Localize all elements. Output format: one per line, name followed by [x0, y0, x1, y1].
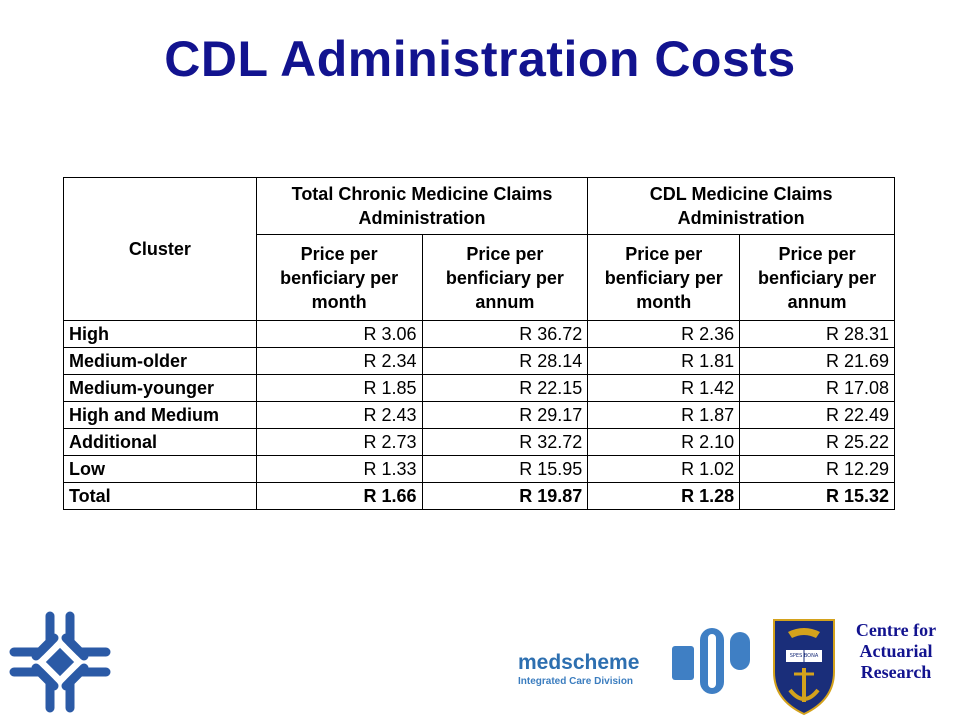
table-cell: R 17.08 — [739, 374, 895, 402]
table-cell: R 1.02 — [587, 455, 741, 483]
subheader-total-annum: Price per benficiary per annum — [421, 234, 589, 321]
table-cell: R 28.14 — [421, 347, 589, 375]
table-cell: R 2.73 — [255, 428, 423, 456]
table-cell: R 2.36 — [587, 320, 741, 348]
subheader-cdl-month: Price per benficiary per month — [587, 234, 741, 321]
table-header-row: Cluster Total Chronic Medicine Claims Ad… — [63, 177, 895, 321]
group-header-cdl: CDL Medicine Claims Administration — [587, 177, 895, 235]
table-cell: R 21.69 — [739, 347, 895, 375]
costs-table: Cluster Total Chronic Medicine Claims Ad… — [63, 177, 895, 510]
car-line-1: Centre for — [855, 620, 937, 640]
table-row: High and Medium R 2.43 R 29.17 R 1.87 R … — [63, 401, 895, 429]
row-label: High — [63, 320, 257, 348]
row-label: Additional — [63, 428, 257, 456]
table-cell: R 1.33 — [255, 455, 423, 483]
university-crest-icon: SPES BONA — [770, 616, 838, 721]
table-cell: R 29.17 — [421, 401, 589, 429]
table-cell: R 15.32 — [739, 482, 895, 510]
page-title: CDL Administration Costs — [164, 31, 796, 87]
table-row: Medium-younger R 1.85 R 22.15 R 1.42 R 1… — [63, 374, 895, 402]
table-cell: R 3.06 — [255, 320, 423, 348]
table-row: Low R 1.33 R 15.95 R 1.02 R 12.29 — [63, 455, 895, 483]
table-cell: R 32.72 — [421, 428, 589, 456]
row-label: Medium-older — [63, 347, 257, 375]
table-cell: R 2.34 — [255, 347, 423, 375]
row-label: Medium-younger — [63, 374, 257, 402]
table-cell: R 2.43 — [255, 401, 423, 429]
table-cell: R 25.22 — [739, 428, 895, 456]
table-cell: R 36.72 — [421, 320, 589, 348]
table-cell: R 1.42 — [587, 374, 741, 402]
row-label: High and Medium — [63, 401, 257, 429]
table-cell: R 1.66 — [255, 482, 423, 510]
car-line-3: Research — [860, 662, 932, 682]
car-line-2: Actuarial — [859, 641, 933, 661]
table-subheader-row: Price per benficiary per month Price per… — [64, 234, 895, 321]
table-cell: R 28.31 — [739, 320, 895, 348]
table-cell: R 12.29 — [739, 455, 895, 483]
medscheme-logo: medscheme Integrated Care Division — [518, 652, 639, 688]
table-cell: R 1.87 — [587, 401, 741, 429]
table-cell: R 22.15 — [421, 374, 589, 402]
table-cell: R 15.95 — [421, 455, 589, 483]
table-cell: R 2.10 — [587, 428, 741, 456]
medscheme-name: medscheme — [518, 651, 640, 674]
table-row: Additional R 2.73 R 32.72 R 2.10 R 25.22 — [63, 428, 895, 456]
centre-actuarial-research-label: Centre for Actuarial Research — [840, 620, 952, 683]
subheader-total-month: Price per benficiary per month — [255, 234, 423, 321]
subheader-cdl-annum: Price per benficiary per annum — [739, 234, 895, 321]
table-cell: R 19.87 — [421, 482, 589, 510]
cross-knot-logo-icon — [6, 608, 114, 721]
table-row-total: Total R 1.66 R 19.87 R 1.28 R 15.32 — [63, 482, 895, 510]
table-cell: R 1.28 — [587, 482, 741, 510]
table-cell: R 1.81 — [587, 347, 741, 375]
crest-motto: SPES BONA — [789, 653, 819, 659]
row-label: Low — [63, 455, 257, 483]
medscheme-subtitle: Integrated Care Division — [518, 676, 634, 687]
table-row: High R 3.06 R 36.72 R 2.36 R 28.31 — [63, 320, 895, 348]
medscheme-symbol-icon — [672, 624, 752, 701]
group-header-total: Total Chronic Medicine Claims Administra… — [255, 177, 589, 235]
table-cell: R 1.85 — [255, 374, 423, 402]
table-cell: R 22.49 — [739, 401, 895, 429]
cluster-header: Cluster — [63, 177, 257, 321]
table-row: Medium-older R 2.34 R 28.14 R 1.81 R 21.… — [63, 347, 895, 375]
row-label: Total — [63, 482, 257, 510]
